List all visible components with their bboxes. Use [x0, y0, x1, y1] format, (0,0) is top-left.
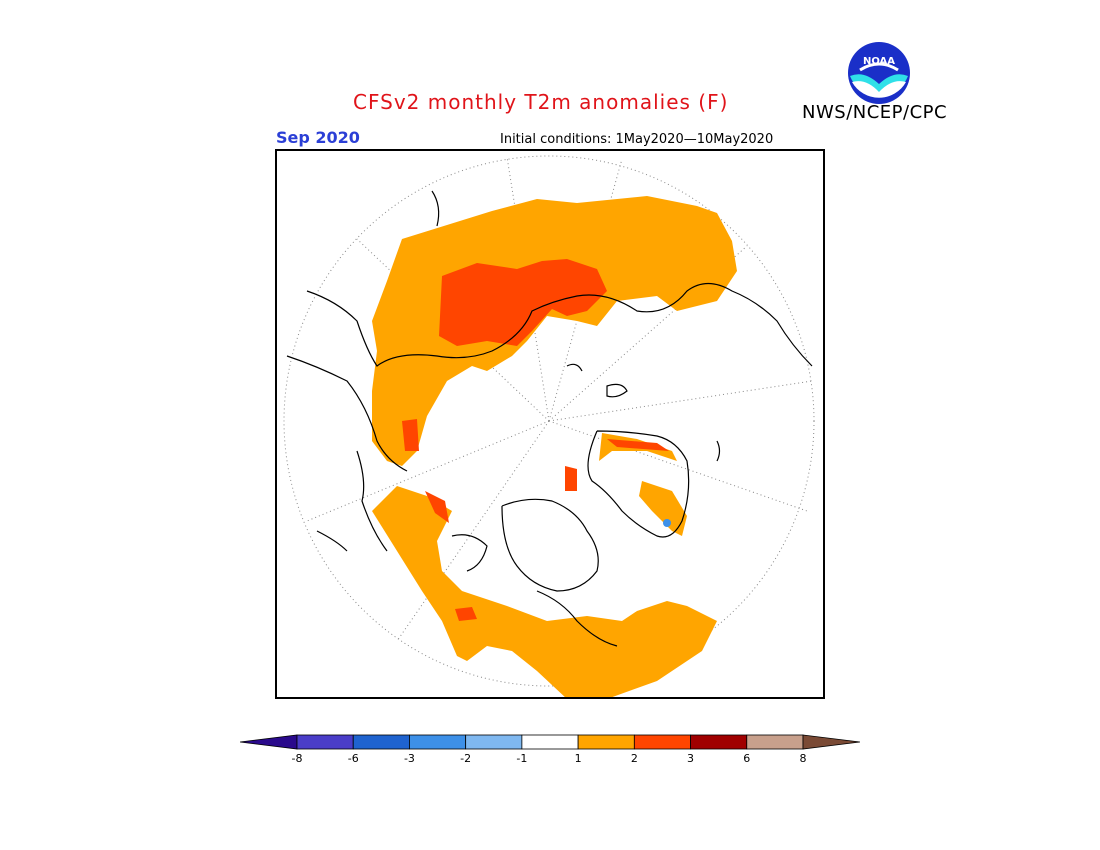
noaa-logo: NOAA — [846, 40, 912, 106]
colorbar-tick-label: 3 — [687, 752, 695, 765]
chart-title: CFSv2 monthly T2m anomalies (F) — [353, 90, 729, 114]
anomaly-region-siberia-warm — [439, 259, 607, 346]
polar-map — [275, 149, 825, 699]
anomaly-region-greenland-north-warm — [607, 439, 669, 451]
colorbar-box — [296, 734, 354, 750]
meridian-line — [548, 420, 808, 512]
colorbar-arrow-high — [802, 734, 861, 750]
colorbar — [239, 733, 861, 773]
colorbar-tick-label: 2 — [630, 752, 638, 765]
colorbar-box — [633, 734, 691, 750]
anomaly-region-north-america — [372, 486, 717, 697]
anomaly-region-greenland — [639, 481, 687, 536]
colorbar-tick-label: -8 — [291, 752, 303, 765]
initial-conditions: Initial conditions: 1May2020—10May2020 — [500, 132, 774, 147]
forecast-month: Sep 2020 — [276, 128, 360, 147]
agency-label: NWS/NCEP/CPC — [802, 102, 948, 123]
colorbar-tick-label: 1 — [574, 752, 582, 765]
meridian-line — [506, 156, 550, 422]
anomaly-region-yukon-warm — [425, 491, 449, 523]
anomaly-region-west-siberia-warm — [402, 419, 419, 451]
coastlines — [286, 190, 813, 647]
anomaly-region-ellesmere-warm — [565, 466, 577, 491]
colorbar-tick-label: -1 — [516, 752, 528, 765]
meridian-line — [548, 380, 813, 422]
logo-lettering: NOAA — [863, 56, 895, 67]
colorbar-tick-label: -2 — [460, 752, 472, 765]
colorbar-box — [577, 734, 635, 750]
colorbar-box — [352, 734, 410, 750]
colorbar-arrow-low — [239, 734, 298, 750]
anomaly-region-canada-warm — [455, 607, 477, 621]
map-boundary — [283, 155, 815, 687]
colorbar-box — [690, 734, 748, 750]
colorbar-tick-label: -3 — [403, 752, 415, 765]
colorbar-box — [521, 734, 579, 750]
colorbar-box — [409, 734, 467, 750]
colorbar-tick-label: 6 — [743, 752, 751, 765]
colorbar-tick-label: -6 — [347, 752, 359, 765]
colorbar-box — [746, 734, 804, 750]
colorbar-tick-label: 8 — [799, 752, 807, 765]
cool-anomaly-dot — [663, 519, 671, 527]
meridian-line — [396, 420, 550, 642]
colorbar-box — [465, 734, 523, 750]
anomaly-region-eurasia — [372, 196, 737, 466]
